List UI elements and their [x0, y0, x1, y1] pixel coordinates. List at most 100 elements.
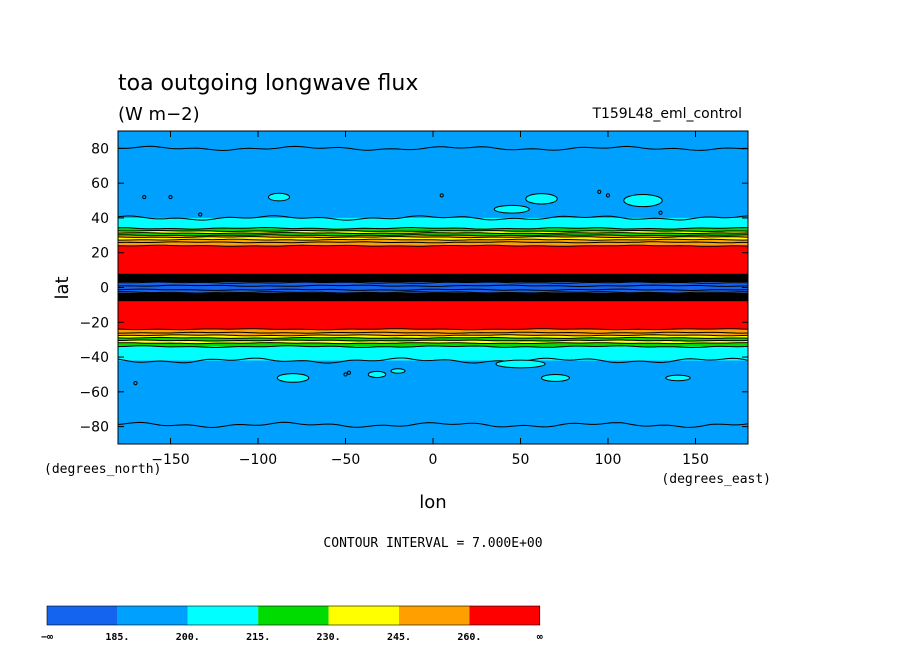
colorbar-label: 215.: [246, 632, 270, 643]
y-tick-label: 60: [91, 176, 109, 192]
contour-line-n80: [118, 145, 748, 152]
contour-line-north-1: [118, 232, 748, 235]
band-south-green-2: [118, 343, 748, 347]
x-tick-label: 0: [429, 452, 438, 468]
contour-dot-9: [133, 381, 138, 386]
contour-dot-7: [343, 372, 348, 377]
cyan-patch-2: [623, 193, 663, 208]
band-south-dense-contours: [118, 292, 748, 302]
contour-line-south-4: [118, 339, 748, 342]
contour-line-s80: [118, 421, 748, 429]
cyan-patch-7: [665, 374, 691, 382]
contour-line-south-3: [118, 336, 748, 339]
contour-line-north-0: [118, 230, 748, 233]
y-tick-label: −60: [79, 385, 109, 401]
contour-line-south-0: [118, 328, 748, 331]
contour-dot-1: [168, 194, 173, 200]
contour-line-equatorial-0: [118, 284, 748, 288]
contour-dot-3: [439, 193, 444, 198]
colorbar-label: 185.: [105, 632, 129, 643]
contour-dot-8: [346, 370, 352, 375]
y-tick-label: 0: [100, 281, 109, 297]
cyan-patch-6: [541, 373, 570, 382]
x-tick-label: −150: [151, 452, 189, 468]
contour-dot-5: [605, 193, 611, 198]
contour-line-equatorial-1: [118, 281, 748, 284]
colorbar-swatch-4: [328, 606, 399, 625]
contour-line-south-1: [118, 331, 748, 334]
contour-dot-0: [142, 194, 147, 200]
x-tick-label: −50: [331, 452, 361, 468]
cyan-patch-4: [276, 373, 310, 383]
x-tick-label: 100: [595, 452, 622, 468]
contour-line-equatorial-2: [118, 288, 748, 292]
band-south-orange-2: [118, 332, 748, 336]
colorbar-label: −∞: [41, 632, 53, 643]
contour-line-north-5: [118, 241, 748, 244]
colorbar-swatch-0: [47, 606, 118, 625]
contour-interval-note: CONTOUR INTERVAL = 7.000E+00: [323, 536, 542, 551]
contour-line-north-3: [118, 236, 748, 239]
cyan-patch-5: [367, 370, 387, 379]
colorbar-swatch-3: [258, 606, 329, 625]
y-tick-label: 40: [91, 211, 109, 227]
y-tick-label: 80: [91, 141, 109, 157]
band-north-green-2: [118, 233, 748, 236]
band-south-polar: [118, 360, 748, 444]
band-south-orange: [118, 329, 748, 333]
colorbar-swatch-6: [469, 606, 540, 625]
x-tick-label: −100: [239, 452, 277, 468]
contour-line-north-6: [118, 244, 748, 247]
colorbar-swatch-1: [117, 606, 188, 625]
cyan-patch-8: [495, 359, 546, 369]
contour-line-s34: [118, 345, 748, 349]
colorbar-label: 230.: [317, 632, 341, 643]
band-north-yellow-2: [118, 237, 748, 240]
colorbar-label: ∞: [537, 632, 543, 643]
cyan-patch-1: [525, 193, 558, 205]
x-tick-label: 150: [682, 452, 709, 468]
y-axis-label: lat: [52, 276, 73, 299]
contour-line-n34: [118, 226, 748, 230]
band-north-orange-2: [118, 239, 748, 243]
band-south-subtropical-edge: [118, 346, 748, 361]
band-north-dense-contours: [118, 273, 748, 283]
chart-title: toa outgoing longwave flux: [118, 71, 418, 96]
contour-line-n40: [118, 215, 748, 221]
cyan-patch-9: [390, 368, 406, 374]
band-north-subtropical-edge: [118, 217, 748, 229]
y-tick-label: −40: [79, 350, 109, 366]
y-tick-label: −20: [79, 315, 109, 331]
y-tick-label: 20: [91, 246, 109, 262]
contour-dot-6: [658, 210, 663, 215]
contour-line-equatorial-3: [118, 291, 748, 294]
y-tick-label: −80: [79, 420, 109, 436]
axis-ticks: −150 −100 −50 0 50 100 150 80 60 40 20 0 −20 −40 −60 −8…: [79, 131, 748, 468]
colorbar-frame: [46, 605, 541, 626]
plot-area: [117, 130, 749, 445]
band-equatorial: [118, 282, 748, 293]
contour-dot-4: [597, 189, 602, 194]
contour-line-north-4: [118, 238, 748, 241]
band-south-yellow: [118, 335, 748, 338]
x-tick-label: 50: [512, 452, 530, 468]
band-north-green: [118, 228, 748, 231]
contour-line-south-5: [118, 342, 748, 345]
colorbar: −∞ 185. 200. 215. 230. 245. 260. ∞: [41, 605, 543, 643]
band-south-red: [118, 301, 748, 330]
contour-line-south-2: [118, 334, 748, 337]
contour-dot-2: [198, 212, 203, 217]
band-south-yellow-2: [118, 340, 748, 344]
experiment-label: T159L48_eml_control: [591, 106, 742, 122]
colorbar-swatch-5: [399, 606, 470, 625]
colorbar-label: 260.: [457, 632, 481, 643]
band-south-green: [118, 337, 748, 341]
cyan-patch-3: [493, 204, 530, 214]
chart-units: (W m−2): [118, 104, 200, 125]
band-north-yellow: [118, 230, 748, 234]
band-north-orange: [118, 235, 748, 238]
x-axis-units: (degrees_east): [661, 472, 771, 487]
contour-line-s42: [118, 357, 748, 364]
band-north-red: [118, 245, 748, 274]
